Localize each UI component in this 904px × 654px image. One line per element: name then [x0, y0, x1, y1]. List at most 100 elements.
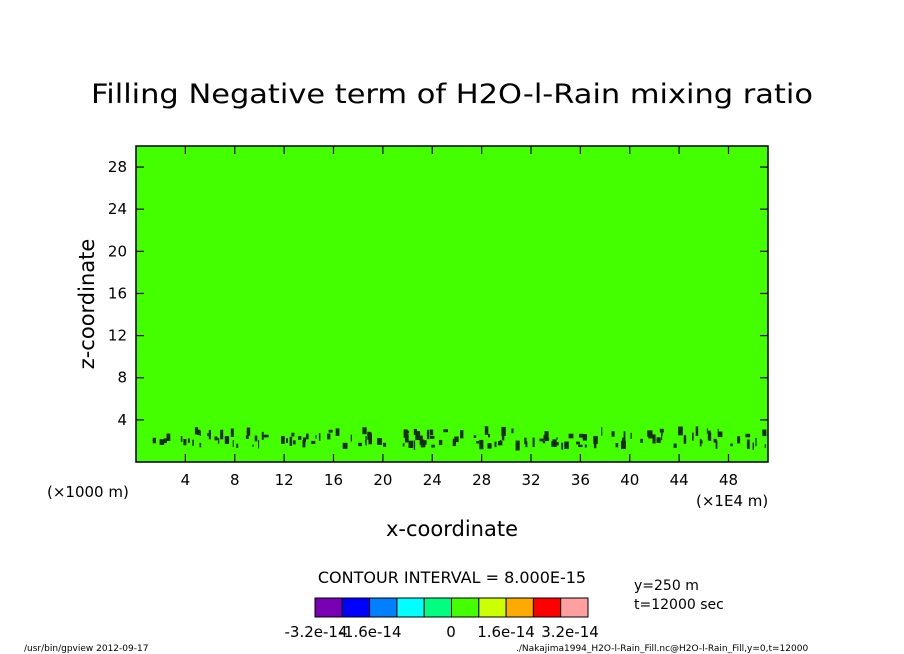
y-tick-label: 24 — [108, 200, 127, 218]
colorbar-swatch — [396, 597, 425, 618]
contour-segment — [564, 441, 569, 449]
contour-segment — [261, 431, 264, 440]
contour-segment — [684, 434, 686, 437]
x-axis-ticks: 4 8 12 16 20 24 28 32 36 40 44 48 — [181, 146, 738, 489]
colorbar-swatch — [369, 597, 398, 618]
contour-segment — [601, 427, 603, 436]
colorbar-label: 0 — [446, 623, 456, 641]
contour-segment — [286, 438, 288, 443]
y-tick-label: 16 — [108, 284, 127, 302]
info-y: y=250 m — [634, 578, 699, 594]
contour-segment — [656, 437, 661, 443]
contour-segment — [402, 443, 405, 447]
contour-segment — [408, 440, 414, 448]
x-tick-label: 12 — [275, 471, 294, 489]
colorbar-label: 3.2e-14 — [541, 623, 599, 641]
contour-segment — [721, 434, 723, 437]
contour-segment — [699, 438, 702, 447]
contour-segment — [692, 432, 694, 441]
contour-segment — [713, 438, 717, 443]
x-tick-label: 48 — [719, 471, 738, 489]
contour-segment — [498, 441, 503, 446]
info-t: t=12000 sec — [634, 597, 724, 613]
contour-segment — [648, 430, 653, 439]
contour-segment — [180, 436, 183, 442]
contour-segment — [488, 433, 491, 438]
contour-segment — [551, 441, 554, 447]
contour-segment — [403, 429, 408, 438]
footer-left: /usr/bin/gpview 2012-09-17 — [24, 644, 148, 654]
x-tick-label: 8 — [230, 471, 240, 489]
x-tick-label: 16 — [324, 471, 343, 489]
contour-segment — [762, 429, 767, 437]
contour-segment — [487, 443, 492, 449]
contour-segment — [214, 436, 218, 441]
x-tick-label: 20 — [373, 471, 392, 489]
contour-segment — [429, 436, 435, 439]
contour-segment — [647, 430, 651, 437]
contour-segment — [438, 439, 443, 446]
x-unit-right: (×1E4 m) — [696, 492, 768, 510]
x-tick-label: 24 — [423, 471, 442, 489]
x-tick-label: 40 — [620, 471, 639, 489]
contour-segment — [746, 439, 750, 450]
contour-segment — [207, 433, 209, 437]
contour-segment — [539, 438, 544, 442]
contour-segment — [532, 437, 535, 448]
contour-segment — [236, 443, 239, 448]
contour-segment — [383, 442, 387, 447]
contour-segment — [281, 436, 285, 444]
contour-segment — [593, 436, 598, 444]
contour-segment — [358, 442, 362, 447]
contour-segment — [421, 439, 425, 448]
contour-segment — [245, 435, 249, 439]
contour-segment — [293, 440, 296, 445]
contour-segment — [706, 428, 708, 434]
contour-segment — [431, 444, 435, 448]
y-axis-label: z-coordinate — [75, 239, 99, 370]
contour-segment — [208, 429, 211, 440]
contour-segment — [159, 439, 165, 445]
contour-lines — [152, 426, 767, 451]
contour-segment — [452, 438, 456, 447]
contour-segment — [479, 439, 484, 450]
contour-segment — [501, 433, 505, 441]
contour-segment — [183, 439, 187, 446]
colorbar — [314, 597, 589, 618]
contour-segment — [252, 444, 254, 447]
contour-segment — [315, 435, 317, 439]
contour-segment — [683, 435, 687, 444]
colorbar-swatch — [505, 597, 534, 618]
contour-segment — [717, 428, 719, 434]
colorbar-label: -3.2e-14 — [285, 623, 348, 641]
contour-segment — [192, 439, 194, 446]
contour-segment — [615, 443, 619, 448]
contour-segment — [501, 426, 506, 436]
colorbar-label: 1.6e-14 — [477, 623, 535, 641]
colorbar-swatch — [532, 597, 562, 618]
contour-segment — [342, 442, 348, 449]
contour-segment — [187, 438, 190, 443]
contour-segment — [302, 440, 306, 448]
colorbar-label: -1.6e-14 — [339, 623, 402, 641]
contour-segment — [220, 429, 224, 440]
contour-segment — [199, 442, 202, 448]
contour-segment — [678, 426, 683, 436]
contour-segment — [230, 428, 234, 437]
contour-segment — [737, 436, 741, 444]
contour-segment — [368, 435, 372, 445]
contour-segment — [715, 440, 718, 449]
contour-segment — [473, 435, 477, 438]
contour-segment — [524, 437, 527, 445]
contour-interval: CONTOUR INTERVAL = 8.000E-15 — [318, 568, 586, 587]
contour-segment — [673, 443, 677, 448]
x-tick-label: 28 — [472, 471, 491, 489]
contour-segment — [544, 437, 550, 441]
contour-segment — [578, 444, 583, 448]
contour-segment — [196, 429, 201, 435]
colorbar-swatch — [560, 597, 589, 618]
colorbar-swatch — [451, 597, 480, 618]
contour-segment — [476, 441, 480, 444]
contour-segment — [460, 430, 464, 439]
